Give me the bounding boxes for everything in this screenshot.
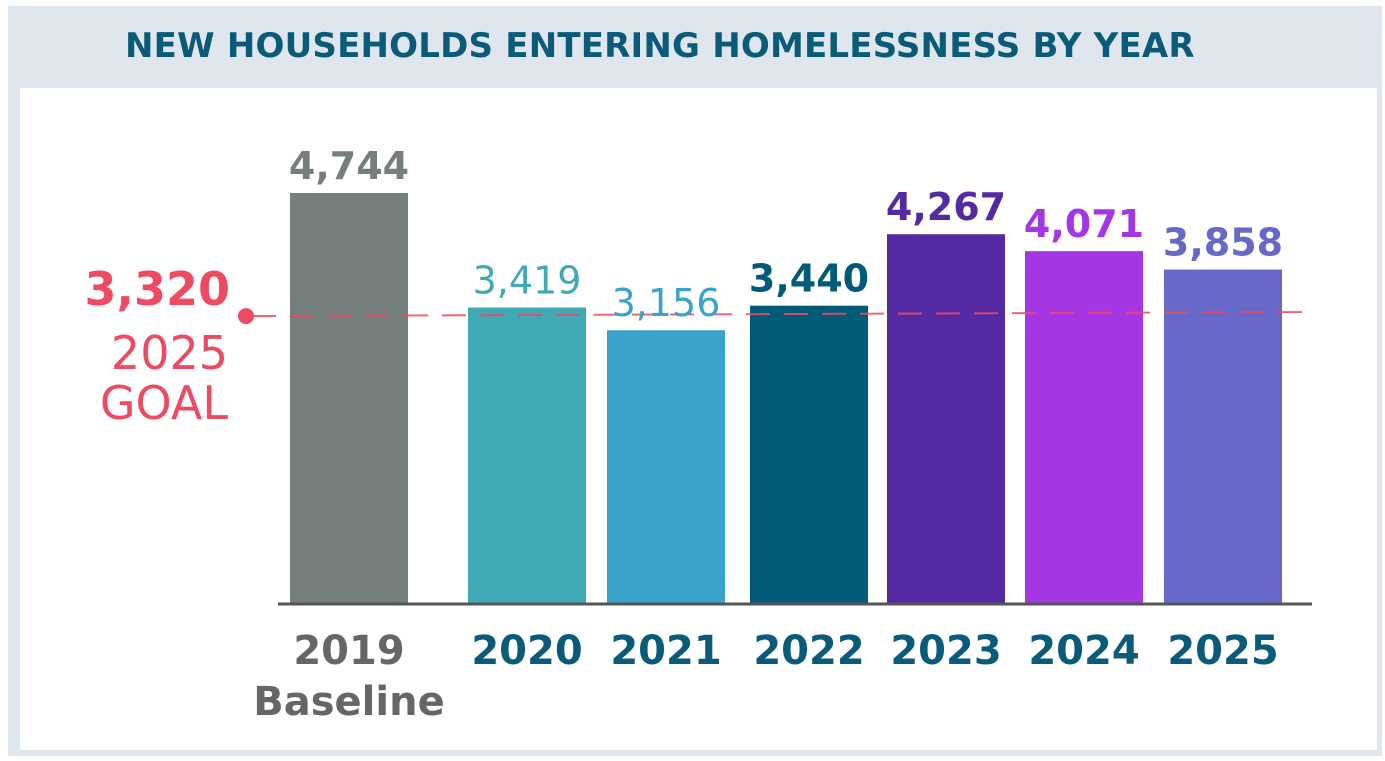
value-label-2019: 4,744 bbox=[289, 144, 409, 188]
value-label-2020: 3,419 bbox=[473, 259, 582, 303]
value-label-2024: 4,071 bbox=[1024, 202, 1144, 246]
title-bar: NEW HOUSEHOLDS ENTERING HOMELESSNESS BY … bbox=[8, 6, 1382, 86]
goal-caption: 2025 GOAL bbox=[100, 328, 228, 428]
category-label-2021: 2021 bbox=[610, 628, 721, 674]
value-label-2025: 3,858 bbox=[1163, 221, 1283, 265]
category-label-2019: 2019 bbox=[293, 628, 404, 674]
bar-2020 bbox=[468, 307, 586, 603]
category-sublabel-2019: Baseline bbox=[253, 679, 444, 725]
bar-2024 bbox=[1025, 251, 1143, 603]
category-label-2025: 2025 bbox=[1167, 628, 1278, 674]
bar-2025 bbox=[1164, 269, 1282, 603]
goal-value-label: 3,320 bbox=[84, 262, 230, 316]
category-label-2023: 2023 bbox=[890, 628, 1001, 674]
value-label-2023: 4,267 bbox=[886, 185, 1006, 229]
category-label-2022: 2022 bbox=[753, 628, 864, 674]
value-label-2021: 3,156 bbox=[612, 281, 721, 325]
bar-2023 bbox=[887, 234, 1005, 603]
goal-caption-line-2: GOAL bbox=[99, 376, 228, 430]
value-label-2022: 3,440 bbox=[749, 257, 869, 301]
chart-title: NEW HOUSEHOLDS ENTERING HOMELESSNESS BY … bbox=[125, 26, 1195, 66]
bar-2021 bbox=[607, 330, 725, 603]
bar-2019 bbox=[290, 193, 408, 603]
category-label-2024: 2024 bbox=[1028, 628, 1139, 674]
goal-caption-line-1: 2025 bbox=[110, 326, 228, 380]
goal-marker bbox=[238, 308, 254, 325]
goal-line bbox=[251, 311, 1304, 318]
bar-2022 bbox=[750, 305, 868, 603]
category-label-2020: 2020 bbox=[471, 628, 582, 674]
